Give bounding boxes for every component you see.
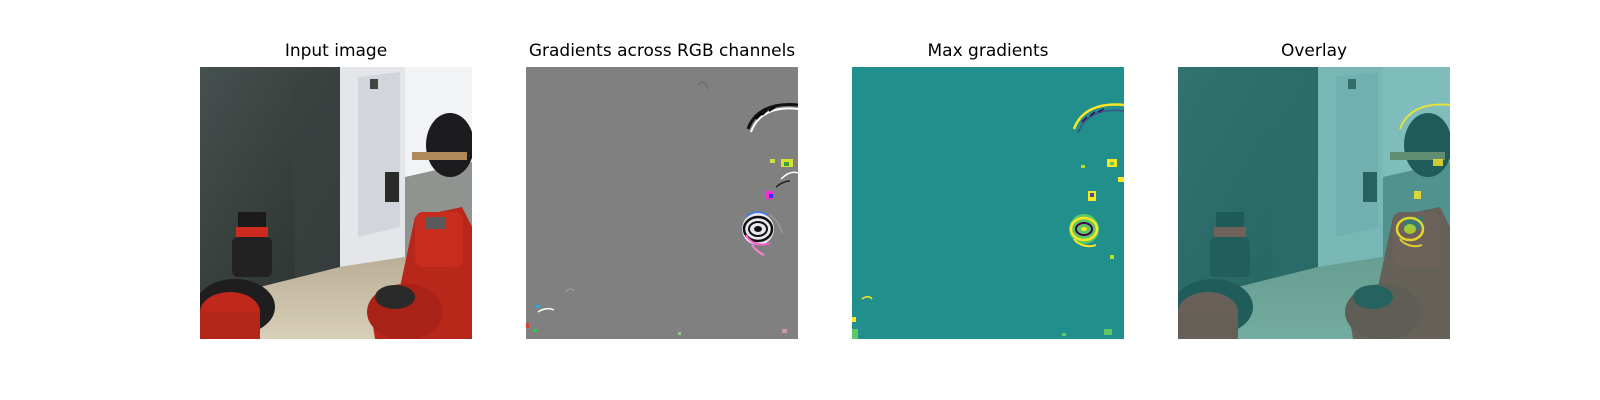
panel-overlay: Overlay <box>1178 0 1450 400</box>
max-gradients-image <box>852 67 1124 339</box>
panel-rgb-gradients: Gradients across RGB channels <box>526 0 798 400</box>
panel-title: Overlay <box>1280 41 1348 61</box>
max-gradients-map <box>852 67 1124 339</box>
panel-input-image: Input image <box>200 0 472 400</box>
panel-max-gradients: Max gradients <box>852 0 1124 400</box>
rgb-gradients-image <box>526 67 798 339</box>
panel-title: Max gradients <box>927 41 1049 61</box>
overlay-image <box>1178 67 1450 339</box>
rgb-gradients-map <box>526 67 798 339</box>
panel-title: Input image <box>284 41 388 61</box>
overlay-photo <box>1178 67 1450 339</box>
input-image <box>200 67 472 339</box>
panel-title: Gradients across RGB channels <box>528 41 796 61</box>
input-image-photo <box>200 67 472 339</box>
